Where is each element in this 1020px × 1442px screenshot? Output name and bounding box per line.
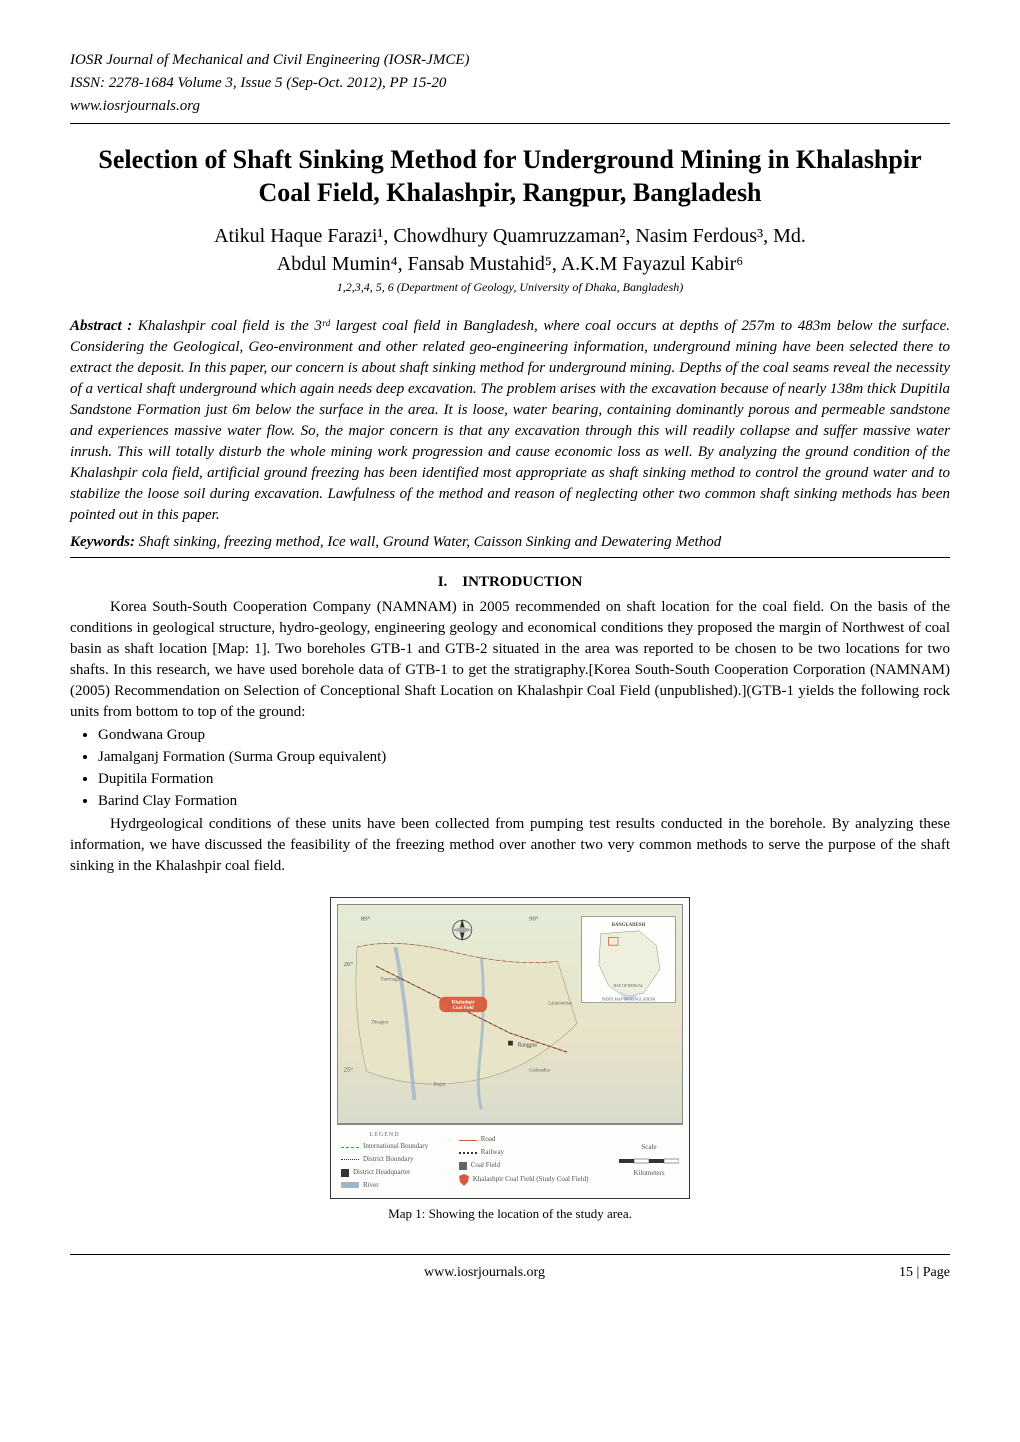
coal-field-marker: Khalashpir Coal Field — [439, 997, 487, 1012]
district-shape — [356, 943, 577, 1084]
journal-issn: ISSN: 2278-1684 Volume 3, Issue 5 (Sep-O… — [70, 73, 950, 94]
footer-divider — [70, 1254, 950, 1255]
road-icon — [459, 1140, 477, 1141]
intro-para-1: Korea South-South Cooperation Company (N… — [70, 597, 950, 723]
index-title: INDEX MAP OF BANGLADESH — [602, 997, 656, 1001]
map-canvas: 89° 90° 26° 25° BANGLADESH BAY OF BENGAL — [337, 904, 683, 1124]
abstract-label: Abstract : — [70, 318, 132, 334]
section-title: INTRODUCTION — [462, 574, 582, 590]
authors-line-1: Atikul Haque Farazi¹, Chowdhury Quamruzz… — [70, 223, 950, 249]
footer-page: 15 | Page — [899, 1263, 950, 1283]
legend-study: Khalashpir Coal Field (Study Coal Field) — [473, 1175, 589, 1185]
page-footer: www.iosrjournals.org 15 | Page — [70, 1263, 950, 1283]
scale-bar-icon — [619, 1156, 679, 1166]
header-divider — [70, 123, 950, 124]
place-label-5: Bogra — [434, 1082, 447, 1087]
lon-tick-1: 89° — [361, 915, 371, 922]
hq-icon — [341, 1169, 349, 1177]
keywords-text: Shaft sinking, freezing method, Ice wall… — [139, 534, 721, 550]
compass-icon — [451, 918, 474, 941]
keywords-divider — [70, 557, 950, 558]
intl-boundary-icon — [341, 1147, 359, 1148]
inset-title: BANGLADESH — [612, 923, 646, 928]
footer-site: www.iosrjournals.org — [424, 1263, 545, 1283]
list-item: Gondwana Group — [98, 725, 950, 746]
map-container: 89° 90° 26° 25° BANGLADESH BAY OF BENGAL — [330, 897, 690, 1200]
affiliation: 1,2,3,4, 5, 6 (Department of Geology, Un… — [70, 279, 950, 296]
scale-units: Kilometers — [619, 1169, 679, 1179]
legend-title: LEGEND — [341, 1131, 428, 1139]
lat-tick-2: 25° — [344, 1066, 354, 1073]
district-boundary-icon — [341, 1159, 359, 1160]
svg-text:Khalashpir: Khalashpir — [452, 1000, 476, 1005]
river-icon — [341, 1182, 359, 1188]
place-label-1: Panchagarh — [381, 977, 404, 982]
railway-icon — [459, 1152, 477, 1154]
intro-para-2: Hydrgeological conditions of these units… — [70, 814, 950, 877]
journal-name: IOSR Journal of Mechanical and Civil Eng… — [70, 50, 950, 71]
map-legend: LEGEND International Boundary District B… — [337, 1124, 683, 1193]
figure-caption: Map 1: Showing the location of the study… — [70, 1205, 950, 1223]
svg-text:Coal Field: Coal Field — [453, 1006, 474, 1011]
list-item: Dupitila Formation — [98, 769, 950, 790]
paper-title: Selection of Shaft Sinking Method for Un… — [70, 144, 950, 209]
journal-website: www.iosrjournals.org — [70, 96, 950, 117]
scale-label: Scale — [619, 1143, 679, 1153]
legend-col-3: Scale Kilometers — [619, 1143, 679, 1179]
legend-road: Road — [481, 1135, 496, 1145]
keywords-line: Keywords: Shaft sinking, freezing method… — [70, 532, 950, 553]
list-item: Jamalganj Formation (Surma Group equival… — [98, 747, 950, 768]
map-svg: 89° 90° 26° 25° BANGLADESH BAY OF BENGAL — [338, 905, 682, 1123]
legend-hq: District Headquarter — [353, 1168, 410, 1178]
legend-col-1: LEGEND International Boundary District B… — [341, 1131, 428, 1191]
place-label-3: Lalmonirhat — [548, 1001, 572, 1006]
lat-tick-1: 26° — [344, 961, 354, 968]
place-label-2: Dinajpur — [371, 1020, 388, 1025]
legend-river: River — [363, 1181, 379, 1191]
lon-tick-2: 90° — [529, 915, 539, 922]
legend-intl: International Boundary — [363, 1142, 428, 1152]
legend-coal: Coal Field — [471, 1161, 500, 1171]
section-1-heading: I. INTRODUCTION — [70, 572, 950, 593]
figure-map-1: 89° 90° 26° 25° BANGLADESH BAY OF BENGAL — [70, 897, 950, 1224]
inset-map: BANGLADESH BAY OF BENGAL INDEX MAP OF BA… — [582, 916, 676, 1002]
coal-icon — [459, 1162, 467, 1170]
hq-marker — [508, 1041, 513, 1046]
legend-railway: Railway — [481, 1148, 504, 1158]
legend-district: District Boundary — [363, 1155, 413, 1165]
rock-units-list: Gondwana Group Jamalganj Formation (Surm… — [98, 725, 950, 812]
list-item: Barind Clay Formation — [98, 791, 950, 812]
bay-label: BAY OF BENGAL — [614, 984, 644, 988]
legend-col-2: Road Railway Coal Field Khalashpir Coal … — [459, 1135, 589, 1185]
shield-icon — [459, 1174, 469, 1186]
place-label-4: Gaibandha — [529, 1068, 551, 1073]
abstract-text: Khalashpir coal field is the 3ʳᵈ largest… — [70, 318, 950, 523]
keywords-label: Keywords: — [70, 534, 139, 550]
abstract-block: Abstract : Khalashpir coal field is the … — [70, 316, 950, 526]
rangpur-label: Rangpur — [518, 1042, 538, 1048]
authors-line-2: Abdul Mumin⁴, Fansab Mustahid⁵, A.K.M Fa… — [70, 251, 950, 277]
section-number: I. — [438, 574, 448, 590]
